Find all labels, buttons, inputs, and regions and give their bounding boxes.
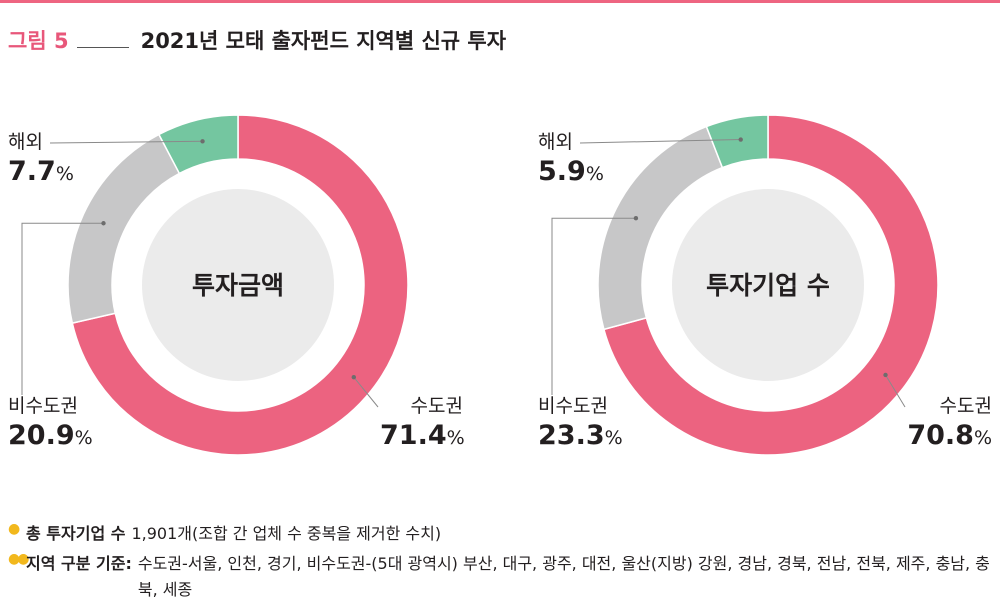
slice-value: 5.9	[538, 156, 586, 187]
slice-name: 비수도권	[8, 395, 78, 417]
slice-capital	[71, 114, 409, 456]
leader-line-noncapital	[551, 217, 636, 395]
donut-center	[672, 189, 864, 381]
top-rule	[0, 0, 1000, 3]
slice-unit: %	[74, 427, 93, 449]
center-label: 투자기업 수	[706, 271, 830, 300]
slice-value: 7.7	[8, 156, 56, 187]
leader-line-overseas	[579, 139, 741, 144]
bullet-icon: ●	[8, 521, 21, 537]
note-label: 총 투자기업 수	[26, 524, 126, 543]
slice-overseas	[157, 114, 239, 175]
slice-overseas	[705, 114, 769, 169]
slice-value: 70.8	[907, 420, 974, 451]
slice-unit: %	[55, 163, 74, 185]
label-capital: 수도권 70.8%	[900, 395, 992, 451]
slice-unit: %	[446, 427, 465, 449]
leader-line-capital	[353, 376, 379, 408]
label-noncapital: 비수도권 20.9%	[8, 395, 93, 451]
label-overseas: 해외 5.9%	[538, 131, 604, 187]
slice-name: 해외	[538, 131, 573, 153]
note-label: 지역 구분 기준:	[26, 554, 132, 573]
note-region-criteria: ●● 지역 구분 기준: 수도권-서울, 인천, 경기, 비수도권-(5대 광역…	[8, 551, 993, 603]
slice-name: 수도권	[939, 395, 992, 417]
figure-header: 그림 5 2021년 모태 출자펀드 지역별 신규 투자	[8, 22, 506, 58]
slice-name: 해외	[8, 131, 43, 153]
figure-title-rule	[76, 46, 129, 48]
donut-chart-companies: 투자기업 수	[551, 114, 939, 456]
slice-capital	[602, 114, 939, 456]
slice-name: 비수도권	[538, 395, 608, 417]
label-overseas: 해외 7.7%	[8, 131, 74, 187]
leader-line-noncapital	[21, 222, 104, 395]
figure-number: 그림 5	[8, 29, 69, 53]
slice-value: 23.3	[538, 420, 605, 451]
label-capital: 수도권 71.4%	[380, 395, 465, 451]
leader-dot	[738, 137, 743, 142]
label-noncapital: 비수도권 23.3%	[538, 395, 623, 451]
leader-line-capital	[885, 374, 906, 408]
slice-unit: %	[604, 427, 623, 449]
slice-value: 20.9	[8, 420, 75, 451]
slice-unit: %	[973, 427, 992, 449]
figure-title: 2021년 모태 출자펀드 지역별 신규 투자	[140, 29, 507, 53]
note-total-companies: ● 총 투자기업 수 1,901개(조합 간 업체 수 중복을 제거한 수치)	[8, 521, 441, 547]
donut-chart-amount: 투자금액	[21, 114, 409, 456]
center-label: 투자금액	[192, 271, 284, 300]
leader-dot	[883, 372, 888, 378]
donut-center	[142, 189, 334, 381]
leader-dot	[351, 374, 356, 380]
slice-unit: %	[585, 163, 604, 185]
double-bullet-icon: ●●	[8, 551, 29, 567]
leader-line-overseas	[49, 140, 203, 144]
slice-value: 71.4	[380, 420, 447, 451]
slice-name: 수도권	[410, 395, 463, 417]
leader-dot	[633, 216, 639, 221]
note-text: 1,901개(조합 간 업체 수 중복을 제거한 수치)	[131, 524, 442, 543]
leader-dot	[200, 139, 205, 144]
leader-dot	[101, 221, 106, 226]
note-text: 수도권-서울, 인천, 경기, 비수도권-(5대 광역시) 부산, 대구, 광주…	[137, 554, 990, 599]
